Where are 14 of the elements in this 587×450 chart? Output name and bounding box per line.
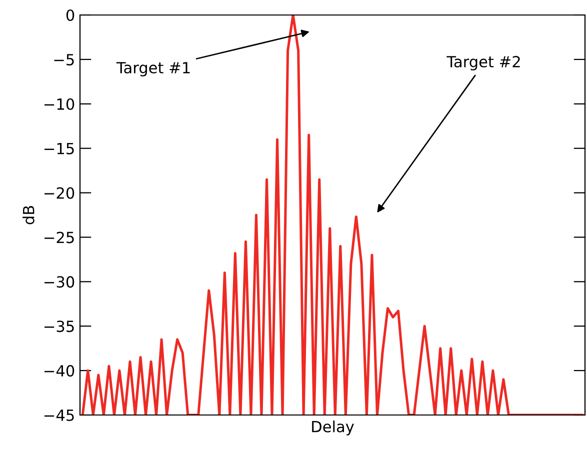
y-tick-label: −25 [44, 232, 74, 244]
y-tick-label: −45 [44, 410, 74, 422]
y-tick-label: −5 [54, 54, 74, 66]
annotation: Target #2 [446, 56, 520, 70]
x-axis-title: Delay [312, 420, 354, 436]
y-tick-label: 0 [66, 9, 74, 22]
annotation: Target #1 [116, 62, 190, 76]
y-tick-label: −10 [44, 98, 74, 110]
y-tick-label: −40 [44, 365, 74, 377]
y-tick-label: −35 [44, 320, 74, 332]
y-axis-title: dB [22, 206, 34, 224]
y-tick-label: −15 [44, 143, 74, 154]
y-tick-label: −20 [44, 187, 74, 199]
y-tick-label: −30 [44, 276, 74, 288]
